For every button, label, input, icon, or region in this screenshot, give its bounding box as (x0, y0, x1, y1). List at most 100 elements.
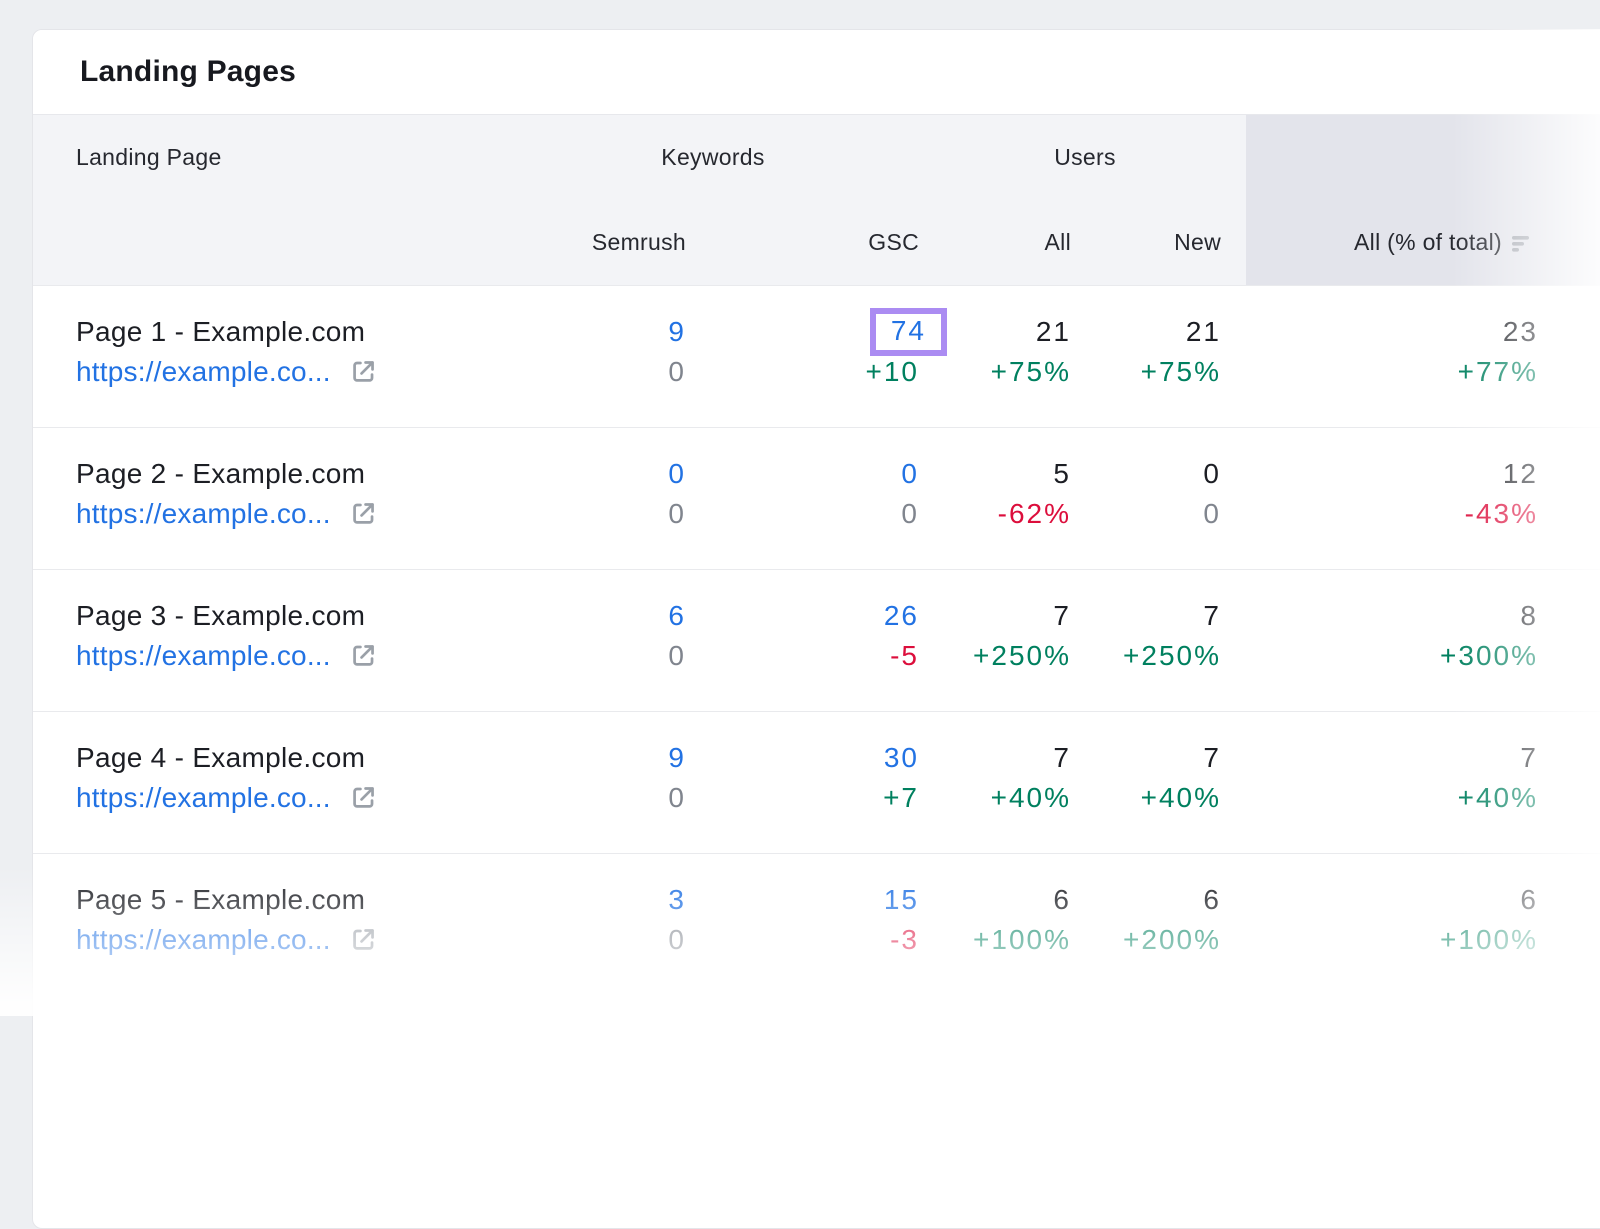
gsc-keywords-delta: +10 (865, 355, 919, 387)
gsc-keywords-value[interactable]: 0 (901, 457, 919, 489)
column-header-landing-page: Landing Page (76, 144, 222, 170)
landing-page-url-link[interactable]: https://example.co... (76, 923, 331, 955)
all-pct-delta: +40% (1457, 781, 1538, 813)
users-all-cell: 21 +75% (919, 286, 1071, 427)
semrush-keywords-value[interactable]: 9 (668, 315, 686, 347)
users-new-cell: 21 +75% (1071, 286, 1246, 427)
semrush-keywords-delta: 0 (668, 497, 686, 529)
users-all-delta: +75% (990, 355, 1071, 387)
all-pct-value: 8 (1520, 599, 1538, 631)
column-header-gsc[interactable]: GSC (868, 229, 919, 255)
users-new-cell: 7 +40% (1071, 712, 1246, 853)
gsc-keywords-delta: -3 (890, 923, 919, 955)
landing-page-cell: Page 3 - Example.com https://example.co.… (33, 570, 563, 711)
users-all-cell: 7 +40% (919, 712, 1071, 853)
users-all-delta: +250% (973, 639, 1071, 671)
column-header-all-pct-of-total[interactable]: All (% of total) (1246, 229, 1538, 256)
landing-page-name: Page 2 - Example.com (76, 457, 366, 489)
users-all-value: 6 (1053, 883, 1071, 915)
gsc-keywords-cell: 74 +10 (686, 286, 947, 427)
all-pct-value: 6 (1520, 883, 1538, 915)
landing-pages-card: Landing Pages Landing Page Keywords User… (32, 29, 1600, 1229)
landing-page-url-link[interactable]: https://example.co... (76, 781, 331, 813)
gsc-keywords-cell: 30 +7 (686, 712, 919, 853)
semrush-keywords-cell: 6 0 (563, 570, 686, 711)
users-new-value: 7 (1203, 599, 1221, 631)
users-all-cell: 5 -62% (919, 428, 1071, 569)
semrush-keywords-cell: 9 0 (563, 286, 686, 427)
gsc-keywords-value[interactable]: 30 (883, 741, 919, 773)
semrush-keywords-value[interactable]: 0 (668, 457, 686, 489)
semrush-keywords-delta: 0 (668, 923, 686, 955)
gsc-keywords-value[interactable]: 15 (883, 883, 919, 915)
gsc-keywords-delta: -5 (890, 639, 919, 671)
semrush-keywords-value[interactable]: 6 (668, 599, 686, 631)
users-all-value: 5 (1053, 457, 1071, 489)
users-new-value: 21 (1185, 315, 1221, 347)
all-pct-delta: +77% (1457, 355, 1538, 387)
landing-page-name: Page 1 - Example.com (76, 315, 366, 347)
semrush-keywords-value[interactable]: 3 (668, 883, 686, 915)
all-pct-of-total-cell: 6 +100% (1246, 854, 1538, 995)
semrush-keywords-delta: 0 (668, 639, 686, 671)
semrush-keywords-delta: 0 (668, 781, 686, 813)
users-all-value: 7 (1053, 599, 1071, 631)
users-new-delta: +40% (1140, 781, 1221, 813)
users-new-value: 0 (1203, 457, 1221, 489)
landing-page-url-link[interactable]: https://example.co... (76, 639, 331, 671)
gsc-keywords-value[interactable]: 26 (883, 599, 919, 631)
users-new-delta: +200% (1123, 923, 1221, 955)
all-pct-value: 12 (1502, 457, 1538, 489)
page-title: Landing Pages (33, 30, 1600, 115)
users-new-cell: 6 +200% (1071, 854, 1246, 995)
spacer (1538, 712, 1600, 853)
landing-page-url-link[interactable]: https://example.co... (76, 497, 331, 529)
all-pct-delta: +300% (1440, 639, 1538, 671)
landing-page-cell: Page 5 - Example.com https://example.co.… (33, 854, 563, 995)
users-all-value: 21 (1035, 315, 1071, 347)
gsc-keywords-value-highlighted[interactable]: 74 (869, 307, 947, 356)
external-link-icon[interactable] (348, 498, 379, 529)
external-link-icon[interactable] (348, 782, 379, 813)
users-all-delta: -62% (997, 497, 1071, 529)
users-all-value: 7 (1053, 741, 1071, 773)
all-pct-of-total-cell: 7 +40% (1246, 712, 1538, 853)
semrush-keywords-cell: 3 0 (563, 854, 686, 995)
users-new-value: 6 (1203, 883, 1221, 915)
gsc-keywords-cell: 0 0 (686, 428, 919, 569)
column-header-semrush[interactable]: Semrush (591, 229, 686, 255)
all-pct-value: 7 (1520, 741, 1538, 773)
semrush-keywords-delta: 0 (668, 355, 686, 387)
landing-page-cell: Page 2 - Example.com https://example.co.… (33, 428, 563, 569)
landing-page-name: Page 4 - Example.com (76, 741, 366, 773)
column-header-users-new[interactable]: New (1174, 229, 1221, 255)
semrush-keywords-cell: 9 0 (563, 712, 686, 853)
landing-page-url-link[interactable]: https://example.co... (76, 355, 331, 387)
spacer (1538, 286, 1600, 427)
external-link-icon[interactable] (348, 640, 379, 671)
spacer (1538, 854, 1600, 995)
users-new-delta: +250% (1123, 639, 1221, 671)
semrush-keywords-value[interactable]: 9 (668, 741, 686, 773)
users-all-cell: 7 +250% (919, 570, 1071, 711)
all-pct-of-total-cell: 8 +300% (1246, 570, 1538, 711)
table-row: Page 1 - Example.com https://example.co.… (33, 285, 1600, 427)
spacer (1538, 570, 1600, 711)
table-header: Landing Page Keywords Users Semrush GSC … (33, 115, 1600, 285)
table-row: Page 5 - Example.com https://example.co.… (33, 853, 1600, 995)
external-link-icon[interactable] (348, 924, 379, 955)
gsc-keywords-cell: 26 -5 (686, 570, 919, 711)
external-link-icon[interactable] (348, 356, 379, 387)
users-new-delta: +75% (1140, 355, 1221, 387)
landing-page-name: Page 3 - Example.com (76, 599, 366, 631)
users-all-cell: 6 +100% (919, 854, 1071, 995)
column-header-users-all[interactable]: All (1044, 229, 1071, 255)
gsc-keywords-delta: +7 (883, 781, 919, 813)
gsc-keywords-delta: 0 (901, 497, 919, 529)
table-row: Page 4 - Example.com https://example.co.… (33, 711, 1600, 853)
table-row: Page 2 - Example.com https://example.co.… (33, 427, 1600, 569)
landing-page-cell: Page 1 - Example.com https://example.co.… (33, 286, 563, 427)
spacer (1538, 428, 1600, 569)
sub-header-row: Semrush GSC All New All (% of total) (33, 200, 1600, 285)
sort-descending-icon[interactable] (1512, 233, 1538, 253)
